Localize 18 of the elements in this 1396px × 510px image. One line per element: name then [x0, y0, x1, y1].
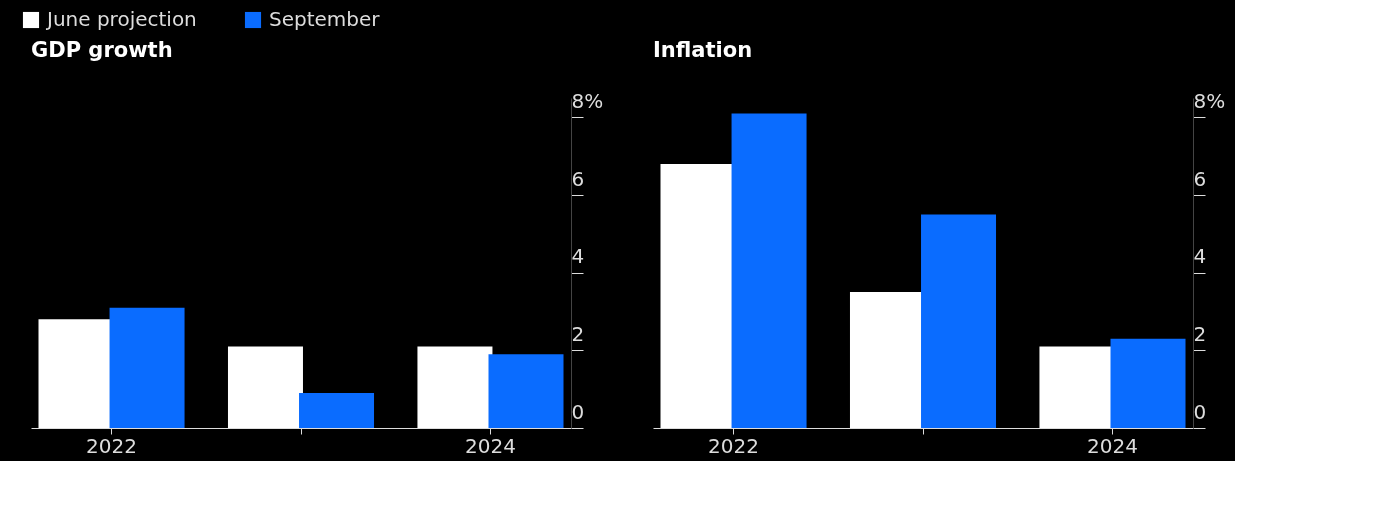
y-tick-label: 0 [1193, 399, 1207, 424]
x-tick-label: 2022 [708, 433, 759, 458]
y-tick-label: 8% [571, 88, 604, 113]
chart-title: Inflation [653, 38, 753, 63]
y-tick-label: 6 [571, 166, 585, 191]
y-tick-label: 4 [1193, 244, 1207, 269]
y-tick-label: 4 [571, 244, 585, 269]
x-tick-label: 2024 [465, 433, 516, 458]
x-tick-label: 2024 [1087, 433, 1138, 458]
y-tick-label: 6 [1193, 166, 1207, 191]
y-tick-label: 0 [571, 399, 585, 424]
chart-title: GDP growth [31, 38, 173, 63]
y-tick-label: 2 [1193, 321, 1207, 346]
y-tick-label: 8% [1193, 88, 1226, 113]
legend-label: September [269, 7, 381, 31]
x-tick-label: 2022 [86, 433, 137, 458]
y-tick-label: 2 [571, 321, 585, 346]
legend-label: June projection [45, 7, 197, 31]
